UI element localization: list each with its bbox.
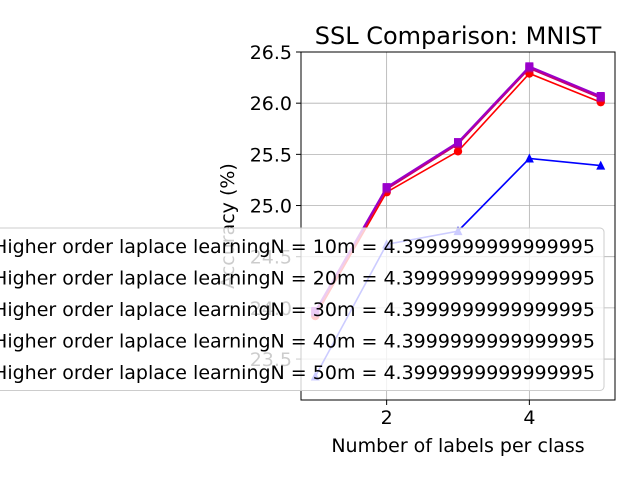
data-point — [524, 153, 534, 163]
y-tick-label: 26.0 — [250, 93, 292, 115]
data-point — [596, 92, 605, 101]
y-tick-label: 25.0 — [250, 196, 292, 218]
y-tick-label: 26.5 — [250, 42, 292, 64]
legend: Higher order laplace learningN = 10m = 4… — [0, 227, 605, 391]
x-tick-label: 4 — [523, 407, 535, 429]
data-point — [453, 147, 463, 156]
chart-title: SSL Comparison: MNIST — [315, 22, 602, 50]
legend-entry: Higher order laplace learningN = 40m = 4… — [0, 331, 595, 353]
legend-entry: Higher order laplace learningN = 20m = 4… — [0, 268, 595, 290]
legend-box — [0, 227, 605, 391]
x-axis-label: Number of labels per class — [331, 435, 584, 457]
y-tick-label: 25.5 — [250, 144, 292, 166]
legend-entry: Higher order laplace learningN = 50m = 4… — [0, 362, 595, 384]
data-point — [382, 183, 391, 192]
legend-entry: Higher order laplace learningN = 10m = 4… — [0, 236, 595, 258]
data-point — [525, 62, 534, 71]
legend-entry: Higher order laplace learningN = 30m = 4… — [0, 299, 595, 321]
plot-frame — [300, 51, 616, 401]
x-tick-label: 2 — [381, 407, 393, 429]
data-point — [454, 138, 462, 147]
data-point — [596, 160, 606, 170]
